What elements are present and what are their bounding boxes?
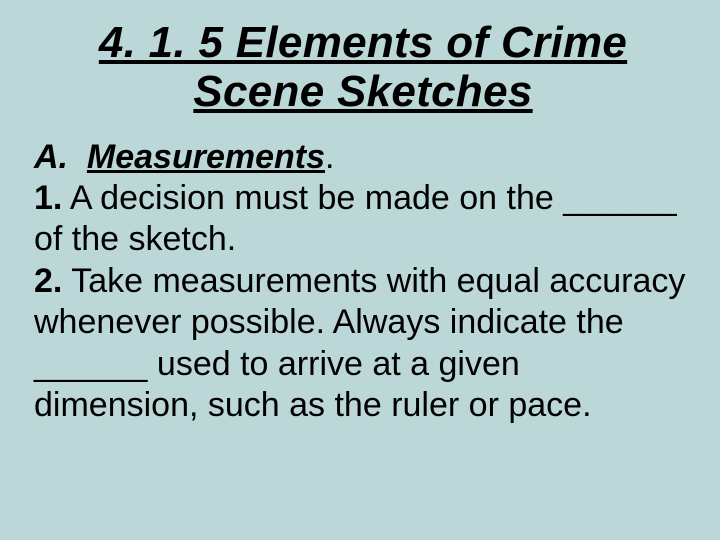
item1-text-a: A decision must be made on the <box>62 179 563 217</box>
item1-blank: ______ <box>563 179 676 217</box>
list-item-2: 2. Take measurements with equal accuracy… <box>34 261 692 427</box>
title-line-2: Scene Sketches <box>193 67 532 116</box>
section-heading: A. Measurements. <box>34 137 692 178</box>
item2-blank: ______ <box>34 345 147 383</box>
slide-body: A. Measurements. 1. A decision must be m… <box>34 137 692 427</box>
title-line-1: 4. 1. 5 Elements of Crime <box>99 18 627 67</box>
item2-text-a: Take measurements with equal accuracy wh… <box>34 262 685 341</box>
item-number-2: 2. <box>34 262 62 300</box>
section-period: . <box>325 138 334 176</box>
list-item-1: 1. A decision must be made on the ______… <box>34 178 692 261</box>
item1-text-b: of the sketch. <box>34 220 236 258</box>
section-marker: A. <box>34 138 68 176</box>
slide-title: 4. 1. 5 Elements of Crime Scene Sketches <box>34 18 692 117</box>
section-label: Measurements <box>87 138 325 176</box>
item-number-1: 1. <box>34 179 62 217</box>
